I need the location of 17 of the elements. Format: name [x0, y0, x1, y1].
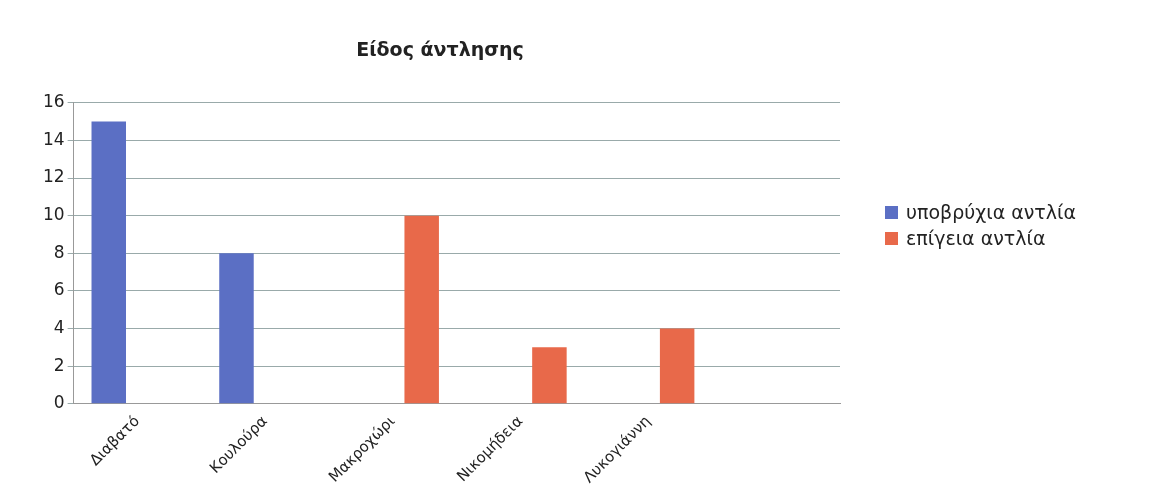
- y-tick-label: 10: [42, 204, 65, 225]
- y-tick-label: 2: [53, 354, 65, 375]
- bar: [532, 347, 567, 404]
- bar: [404, 215, 439, 404]
- legend-label: υποβρύχια αντλία: [906, 200, 1076, 224]
- y-tick-label: 4: [53, 316, 65, 337]
- y-tick-label: 0: [53, 392, 65, 413]
- y-tick-label: 12: [42, 166, 65, 187]
- y-tick-label: 8: [53, 241, 65, 262]
- y-tick-label: 14: [42, 128, 65, 149]
- chart-title: Είδος άντλησης: [356, 38, 524, 61]
- bar: [659, 328, 695, 404]
- y-tick-label: 6: [53, 279, 65, 300]
- bar: [219, 253, 254, 404]
- bar: [91, 121, 126, 404]
- y-tick-label: 16: [42, 91, 65, 112]
- legend-label: επίγεια αντλία: [906, 226, 1046, 250]
